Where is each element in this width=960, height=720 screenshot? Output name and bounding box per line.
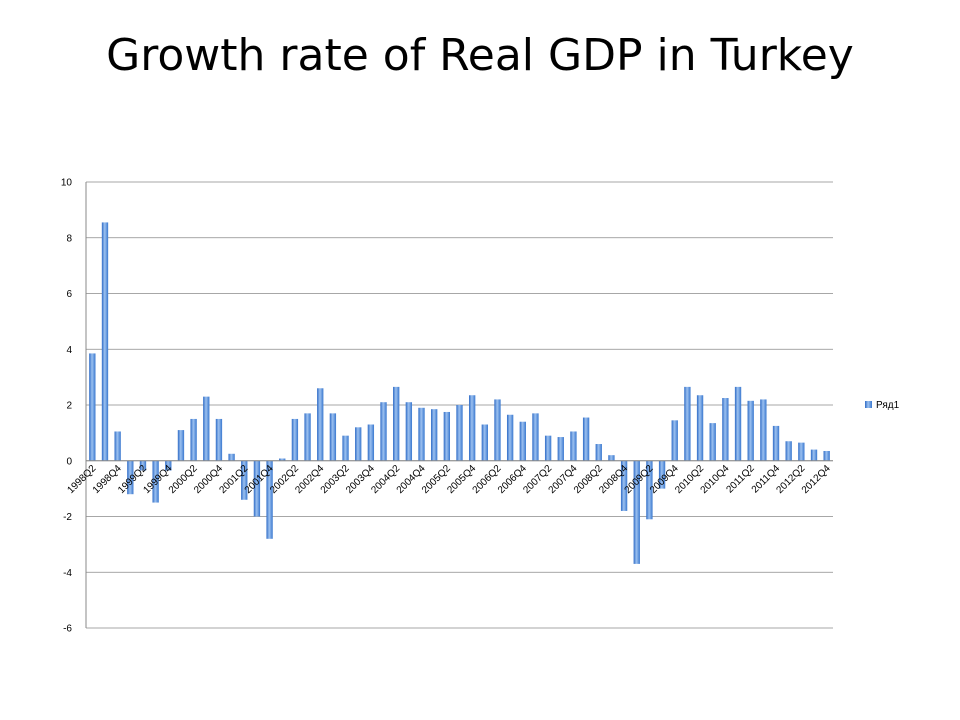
y-tick-label: 0 xyxy=(66,456,72,467)
bar-2005Q2 xyxy=(443,411,451,461)
bar-2011Q1 xyxy=(734,386,742,461)
y-tick-label: 4 xyxy=(66,345,72,356)
bar-2005Q3 xyxy=(456,405,463,461)
bar-2001Q4 xyxy=(266,460,273,539)
bar-2012Q3 xyxy=(810,449,818,461)
bar-2010Q1 xyxy=(684,386,691,461)
bar-2002Q1 xyxy=(279,458,286,461)
bar-1999Q4 xyxy=(165,460,172,471)
bar-2007Q4 xyxy=(570,431,577,461)
legend-label-series-1: Ряд1 xyxy=(876,400,900,411)
bar-2001Q3 xyxy=(253,460,261,517)
slide-title: Growth rate of Real GDP in Turkey xyxy=(106,30,854,81)
y-tick-label: 2 xyxy=(66,401,72,412)
y-tick-label: -6 xyxy=(63,624,72,635)
bar-2007Q1 xyxy=(532,413,539,461)
bar-2008Q3 xyxy=(608,455,615,461)
bar-1998Q2 xyxy=(89,353,96,461)
y-tick-label: 10 xyxy=(61,178,73,189)
bar-2000Q3 xyxy=(203,396,210,461)
bar-1999Q3 xyxy=(152,460,159,503)
bar-2007Q3 xyxy=(557,437,564,461)
bar-1999Q2 xyxy=(139,460,147,471)
bar-2005Q4 xyxy=(468,395,476,461)
bar-2011Q2 xyxy=(747,400,754,461)
legend: Ряд1 xyxy=(865,400,900,411)
bar-2003Q1 xyxy=(329,413,337,461)
bar-2010Q3 xyxy=(709,423,716,461)
y-tick-label: 8 xyxy=(66,233,72,244)
y-tick-label: -2 xyxy=(63,512,72,523)
bar-2006Q1 xyxy=(481,424,488,461)
bar-2008Q1 xyxy=(582,417,590,461)
bar-2006Q2 xyxy=(494,399,501,461)
bar-1998Q3 xyxy=(101,222,109,461)
bar-2005Q1 xyxy=(431,409,438,461)
bar-2006Q4 xyxy=(519,421,526,461)
bar-2000Q4 xyxy=(215,418,223,461)
bar-2008Q4 xyxy=(620,460,628,511)
legend-swatch xyxy=(865,401,872,408)
bar-2009Q4 xyxy=(671,420,678,461)
bar-2004Q1 xyxy=(380,402,387,461)
bar-1998Q4 xyxy=(114,431,121,461)
bar-2009Q3 xyxy=(658,460,666,489)
bar-1999Q1 xyxy=(127,460,134,495)
bar-2002Q2 xyxy=(291,418,299,461)
bar-2012Q4 xyxy=(823,450,830,461)
bar-2011Q3 xyxy=(760,399,767,461)
bar-2000Q2 xyxy=(190,418,197,461)
bar-2011Q4 xyxy=(772,425,780,461)
x-tick-label: 2012Q4 xyxy=(800,463,833,496)
y-tick-label: -4 xyxy=(63,568,72,579)
bar-2009Q2 xyxy=(646,460,653,520)
bar-2012Q1 xyxy=(785,441,792,461)
bar-2012Q2 xyxy=(798,442,805,461)
bar-2008Q2 xyxy=(595,444,602,461)
bar-2004Q2 xyxy=(393,386,400,461)
bar-2001Q2 xyxy=(241,460,248,500)
bar-2004Q4 xyxy=(418,407,425,461)
y-tick-label: 6 xyxy=(66,289,72,300)
bar-2004Q3 xyxy=(405,402,413,461)
bar-2003Q2 xyxy=(342,435,349,461)
bar-2009Q1 xyxy=(633,460,640,564)
x-axis-tick-labels: 1998Q21998Q41999Q21999Q42000Q22000Q42001… xyxy=(66,463,834,496)
bar-2003Q4 xyxy=(367,424,375,461)
bar-2002Q3 xyxy=(304,413,311,461)
bar-2003Q3 xyxy=(355,427,362,461)
bar-2002Q4 xyxy=(317,388,324,461)
bar-2001Q1 xyxy=(228,453,235,461)
bar-series xyxy=(89,222,830,564)
bar-2007Q2 xyxy=(544,435,552,461)
bar-2010Q2 xyxy=(696,395,704,461)
bar-2010Q4 xyxy=(722,398,729,461)
bar-2006Q3 xyxy=(506,414,514,461)
y-axis-tick-labels: -6 -4 -2 0 2 4 6 8 10 xyxy=(61,178,73,635)
bar-2000Q1 xyxy=(177,430,185,461)
